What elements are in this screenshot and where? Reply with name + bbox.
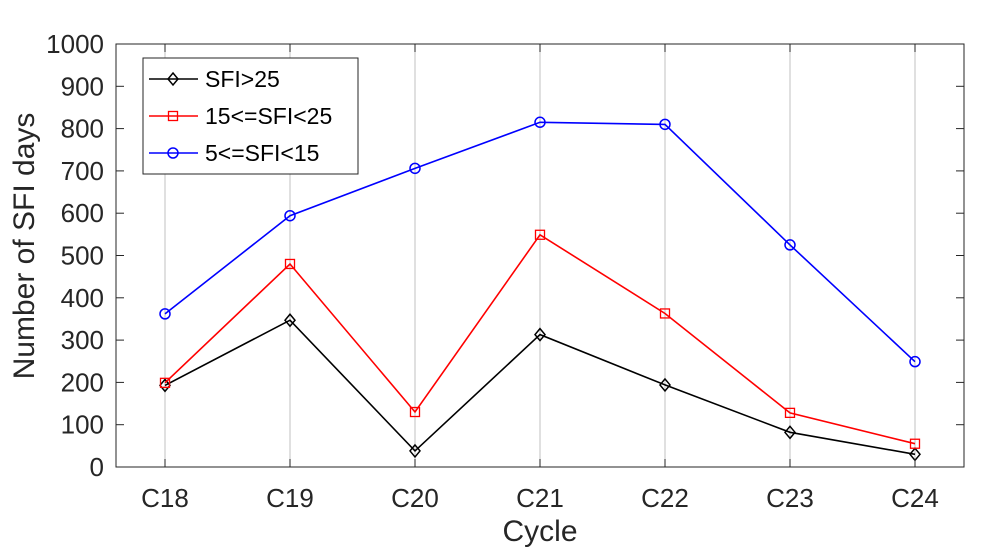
data-point-square: [534, 229, 546, 240]
legend-label: 5<=SFI<15: [205, 140, 319, 166]
data-point-circle: [534, 116, 546, 129]
y-tick-label: 600: [61, 198, 104, 228]
x-tick-label: C19: [266, 483, 314, 513]
series-layer: [159, 116, 921, 462]
data-point-diamond: [659, 377, 671, 393]
data-point-circle: [284, 209, 296, 222]
y-tick-label: 1000: [46, 29, 104, 59]
y-axis-title: Number of SFI days: [8, 113, 41, 380]
data-point-diamond: [534, 327, 546, 342]
y-tick-label: 400: [61, 283, 104, 313]
legend-item: 15<=SFI<25: [149, 103, 332, 129]
data-point-square: [784, 407, 796, 419]
data-point-diamond: [784, 425, 796, 440]
series-3: [159, 116, 921, 368]
x-tick-label: C21: [516, 483, 564, 513]
y-tick-label: 900: [61, 71, 104, 101]
axis-ticks: [116, 43, 964, 468]
data-point-diamond: [167, 71, 179, 87]
data-point-square: [284, 258, 296, 270]
data-point-circle: [159, 308, 171, 320]
data-point-square: [909, 438, 921, 449]
data-point-circle: [909, 355, 921, 368]
data-point-diamond: [284, 313, 296, 328]
data-point-diamond: [409, 443, 421, 459]
data-point-diamond: [159, 378, 171, 393]
data-point-square: [159, 377, 171, 388]
x-tick-label: C24: [891, 483, 939, 513]
y-tick-labels: 0 100 200 300 400 500 600 700 800 900 1000: [46, 29, 104, 482]
series-line: [164, 319, 916, 456]
data-point-circle: [784, 239, 796, 251]
x-tick-label: C22: [641, 483, 689, 513]
legend-label: 15<=SFI<25: [205, 103, 332, 129]
x-axis-title: Cycle: [502, 515, 577, 548]
data-point-square: [659, 308, 671, 319]
series-line: [164, 233, 916, 445]
x-tick-label: C20: [391, 483, 439, 513]
y-tick-label: 700: [61, 156, 104, 186]
x-tick-labels: C18 C19 C20 C21 C22 C23 C24: [141, 483, 939, 513]
data-point-square: [409, 406, 421, 418]
y-tick-label: 0: [90, 452, 104, 482]
y-tick-label: 100: [61, 410, 104, 440]
data-point-circle: [167, 147, 179, 159]
y-tick-label: 800: [61, 114, 104, 144]
data-point-circle: [659, 118, 671, 131]
legend: SFI>25 15<=SFI<25 5<=SFI<15: [142, 57, 359, 175]
x-tick-label: C23: [766, 483, 814, 513]
series-line: [164, 121, 916, 363]
legend-label: SFI>25: [205, 66, 280, 92]
y-tick-label: 300: [61, 325, 104, 355]
data-point-circle: [409, 162, 421, 175]
series-2: [159, 229, 921, 449]
legend-item: SFI>25: [149, 66, 280, 92]
y-tick-label: 500: [61, 241, 104, 271]
y-tick-label: 200: [61, 367, 104, 397]
x-tick-label: C18: [141, 483, 189, 513]
data-point-square: [167, 110, 179, 122]
legend-item: 5<=SFI<15: [149, 140, 319, 166]
